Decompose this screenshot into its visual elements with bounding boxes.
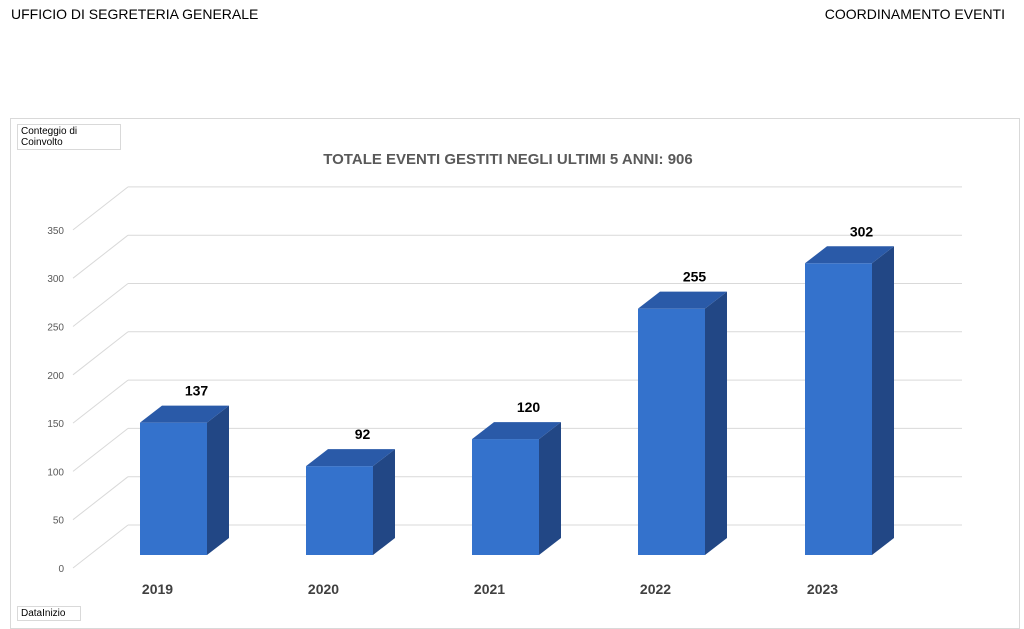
x-tick-label: 2023 [807,581,838,597]
bar-top [306,449,395,467]
bar-top [472,422,561,440]
bar-front [638,308,705,555]
gridline-floor [72,476,129,521]
bar-front [805,263,872,555]
data-label: 120 [517,399,541,415]
data-label: 255 [683,269,707,285]
bar-front [306,466,373,555]
gridline-floor [72,186,129,231]
x-tick-label: 2020 [308,581,339,597]
chart-title: TOTALE EVENTI GESTITI NEGLI ULTIMI 5 ANN… [323,151,692,168]
axis-field-button[interactable]: DataInizio [17,606,81,621]
y-tick-label: 250 [47,323,64,334]
values-field-button[interactable]: Conteggio di Coinvolto [17,124,121,150]
data-label: 92 [355,426,371,442]
bar-front [140,422,207,555]
header-right-title: COORDINAMENTO EVENTI [824,6,1005,22]
y-tick-label: 100 [47,467,64,478]
bar-top [140,405,229,423]
header-left-title: UFFICIO DI SEGRETERIA GENERALE [11,6,259,22]
gridline-floor [72,428,129,472]
y-tick-label: 200 [47,371,64,382]
bar-top [805,246,894,264]
gridline-floor [72,524,129,569]
bar-side [705,291,727,555]
x-tick-label: 2021 [474,581,505,597]
bar-side [872,246,894,555]
data-label: 302 [850,223,874,239]
bar-front [472,439,539,555]
y-tick-label: 50 [53,516,65,527]
y-tick-label: 0 [58,564,64,575]
y-tick-label: 350 [47,226,64,237]
data-label: 137 [185,383,209,399]
x-tick-label: 2022 [640,581,671,597]
bar-side [539,422,561,555]
y-tick-label: 300 [47,274,64,285]
gridline-floor [72,234,129,279]
bar-side [207,405,229,555]
y-tick-label: 150 [47,419,64,430]
x-tick-label: 2019 [142,581,173,597]
bar-side [373,449,395,555]
gridline-floor [72,379,129,424]
gridline-floor [72,283,129,327]
bar-top [638,291,727,309]
gridline-floor [72,331,129,376]
